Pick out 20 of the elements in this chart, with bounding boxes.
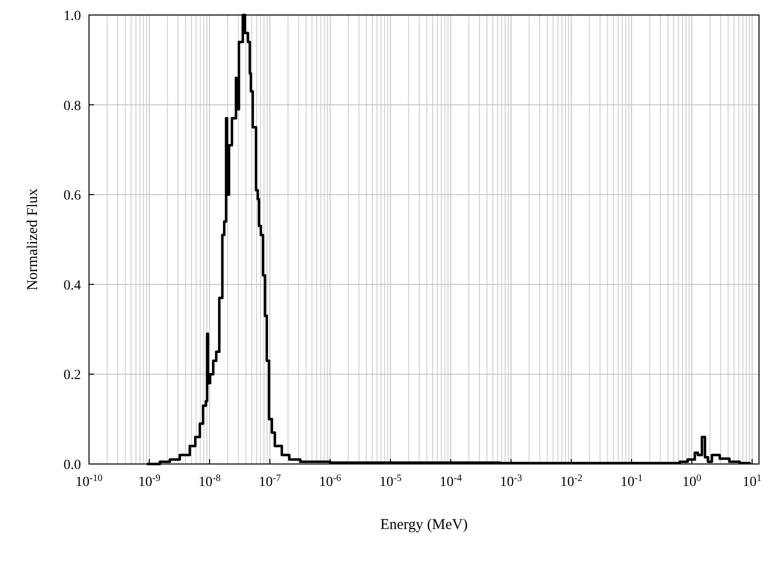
x-tick-label: 10$^{-8}$ [198,472,221,490]
x-tick-label: 10$^{-4}$ [440,472,462,490]
y-tick-label: 0.2 [64,368,81,384]
x-tick-label: 10$^{-7}$ [258,472,282,490]
x-tick-label: 10$^{1}$ [742,472,762,490]
x-tick-label: 10$^{-3}$ [500,472,522,490]
y-axis-title: Normalized Flux [25,188,41,291]
y-tick-label: 0.6 [64,188,81,204]
y-tick-label: 0.4 [64,278,81,294]
x-tick-label: 10$^{0}$ [682,472,702,490]
x-tick-label: 10$^{-5}$ [379,472,402,490]
x-tick-label: 10$^{-6}$ [319,472,342,490]
y-tick-label: 0.0 [64,458,81,473]
x-axis-title: Energy (MeV) [380,517,468,533]
x-tick-label: 10$^{-9}$ [138,472,160,490]
y-tick-label: 0.8 [64,98,81,114]
x-tick-label: 10$^{-2}$ [560,472,582,490]
y-tick-label: 1.0 [64,9,81,24]
x-tick-label: 10$^{-10}$ [75,472,103,490]
x-tick-label: 10$^{-1}$ [620,472,643,490]
